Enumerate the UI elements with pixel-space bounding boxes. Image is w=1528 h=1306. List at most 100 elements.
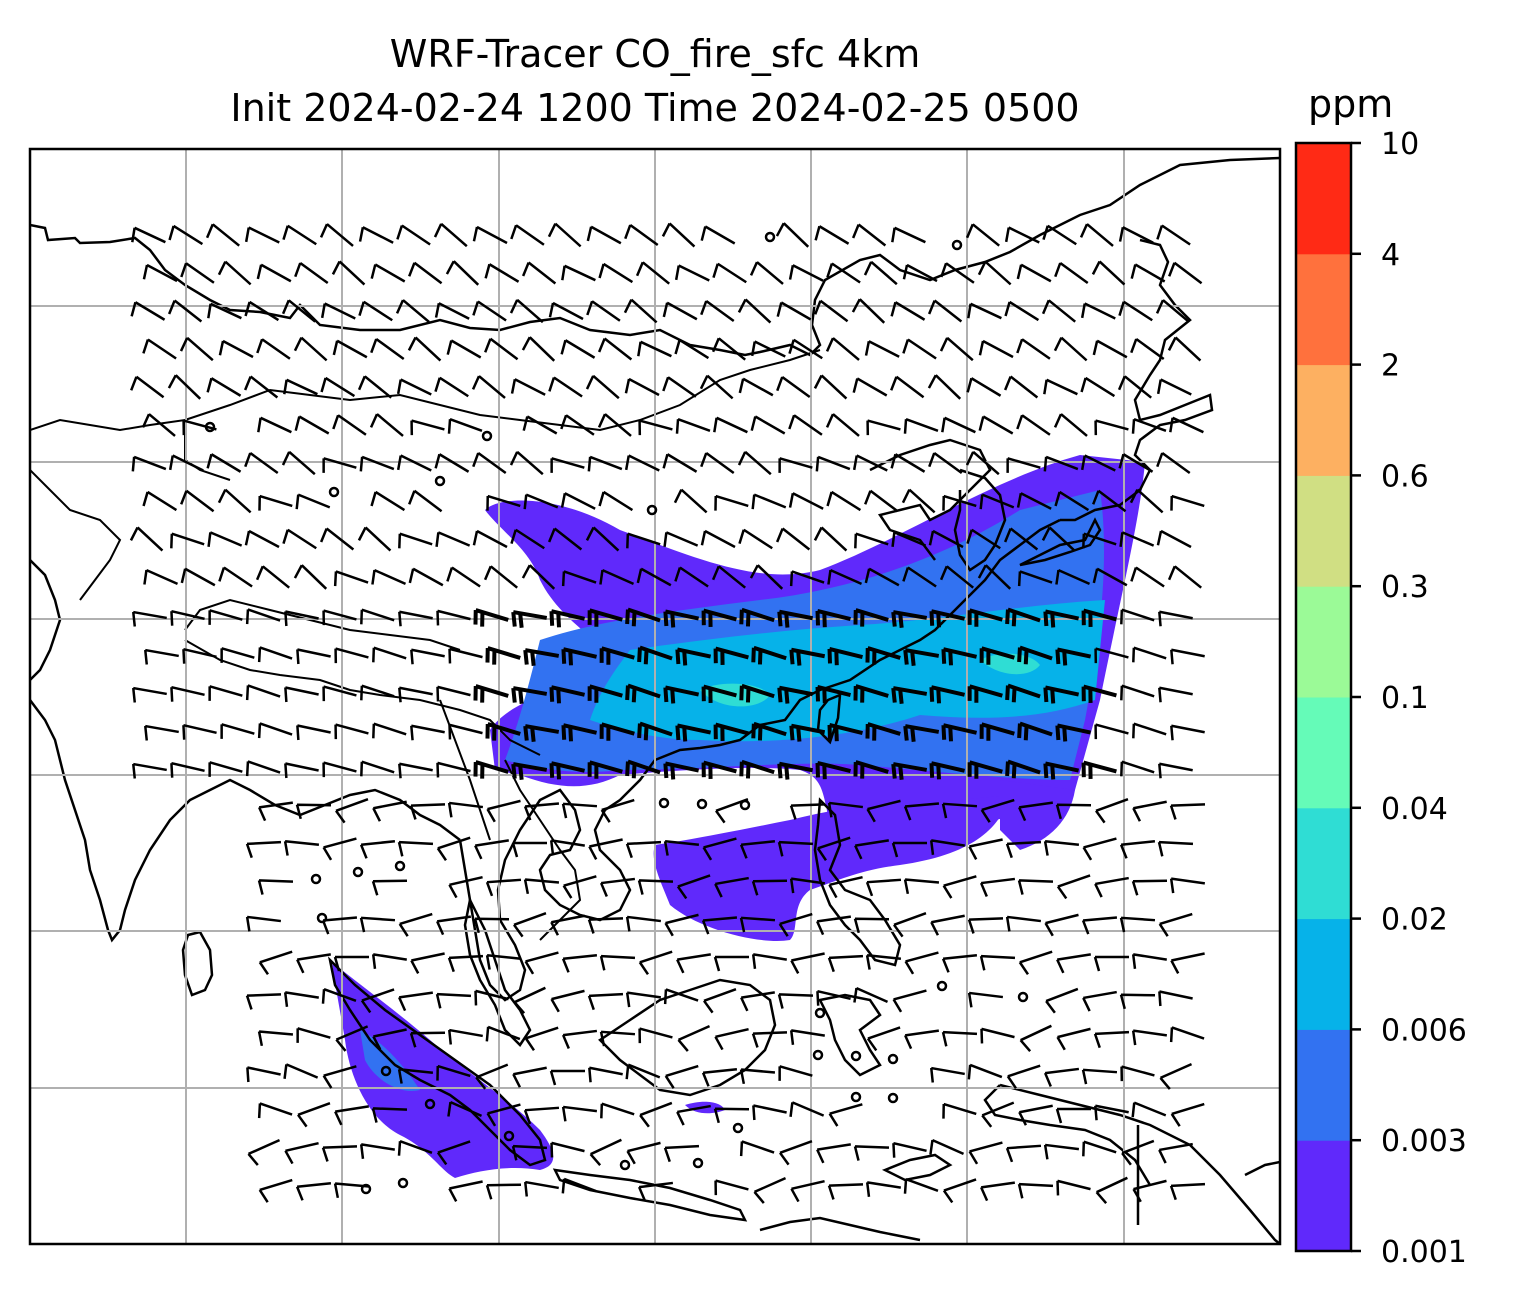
wind-barb xyxy=(1158,1142,1193,1164)
wind-barb xyxy=(510,528,545,550)
wind-barb xyxy=(674,338,710,360)
wind-barb xyxy=(789,647,826,666)
wind-barb xyxy=(207,302,242,320)
wind-barb xyxy=(624,454,660,472)
wind-barb xyxy=(979,877,1016,897)
wind-barb xyxy=(142,490,178,512)
wind-barb xyxy=(1119,839,1156,859)
wind-barb xyxy=(1006,1064,1041,1090)
wind-barb xyxy=(472,529,508,549)
wind-barb xyxy=(320,376,356,398)
wind-barb xyxy=(676,953,711,974)
wind-barb xyxy=(739,1068,776,1085)
wind-barb xyxy=(167,299,203,323)
wind-barb xyxy=(1018,950,1053,976)
wind-barb xyxy=(284,1141,319,1165)
calm-wind-marker xyxy=(394,860,406,872)
wind-barb xyxy=(599,722,635,741)
colorbar xyxy=(1296,143,1351,1252)
wind-barb xyxy=(331,260,366,286)
wind-barb xyxy=(890,453,926,473)
wind-barb xyxy=(180,489,215,513)
wind-barb xyxy=(549,1069,585,1086)
wind-barb xyxy=(332,339,368,359)
wind-barb xyxy=(485,878,522,897)
wind-barb xyxy=(182,419,217,436)
wind-barb xyxy=(182,723,217,740)
wind-barb xyxy=(967,1063,1003,1080)
wind-barb xyxy=(625,840,662,859)
wind-barb xyxy=(1132,722,1167,739)
wind-barb xyxy=(284,762,319,779)
wind-barb xyxy=(587,684,623,703)
wind-barb xyxy=(132,686,167,703)
wind-barb xyxy=(713,955,749,972)
wind-barb xyxy=(664,1064,699,1089)
wind-barb xyxy=(561,953,598,973)
wind-barb xyxy=(1043,1067,1080,1087)
colorbar-segment xyxy=(1296,364,1351,476)
wind-barb xyxy=(981,1101,1015,1128)
wind-barb xyxy=(941,953,978,973)
wind-barb xyxy=(244,451,279,475)
wind-barb xyxy=(930,1066,965,1083)
colorbar-segment xyxy=(1296,475,1351,587)
wind-barb xyxy=(408,261,443,285)
wind-barb xyxy=(713,646,749,666)
wind-barb xyxy=(132,762,167,779)
wind-barb xyxy=(942,875,977,899)
wind-barb xyxy=(218,339,254,359)
map-title-line2: Init 2024-02-24 1200 Time 2024-02-25 050… xyxy=(230,86,1080,130)
border-china-south xyxy=(184,639,541,756)
wind-barb xyxy=(1158,990,1193,1007)
wind-barb xyxy=(1158,912,1193,937)
wind-barb xyxy=(827,801,864,818)
wind-barb xyxy=(435,992,472,1009)
wind-barb xyxy=(663,609,700,628)
wind-barb xyxy=(673,488,708,514)
wind-barb xyxy=(258,950,293,976)
wind-barb xyxy=(1053,336,1088,362)
wind-barb xyxy=(180,567,216,587)
wind-barb xyxy=(700,225,736,245)
wind-barb xyxy=(636,567,672,587)
wind-barb xyxy=(485,1183,522,1200)
wind-barb xyxy=(738,377,774,397)
wind-barb xyxy=(813,526,848,552)
wind-barb xyxy=(1129,488,1164,514)
wind-barb xyxy=(866,1026,901,1052)
wind-barb xyxy=(523,1106,560,1125)
wind-barb xyxy=(1016,414,1051,436)
colorbar-tick-label: 0.001 xyxy=(1381,1235,1467,1270)
wind-barb xyxy=(891,610,928,628)
wind-barb xyxy=(827,954,864,973)
wind-barb xyxy=(816,1143,851,1164)
wind-barb xyxy=(256,338,291,360)
wind-barb xyxy=(332,414,367,436)
calm-wind-marker xyxy=(360,1183,372,1195)
wind-barb xyxy=(980,1181,1016,1202)
wind-barb xyxy=(1119,916,1156,933)
wind-barb xyxy=(1119,531,1155,547)
wind-barb xyxy=(257,646,293,663)
wind-barb xyxy=(524,951,559,975)
wind-barb xyxy=(663,988,699,1005)
wind-barb xyxy=(473,760,509,779)
map-frame xyxy=(28,147,1282,1246)
wind-barb xyxy=(244,226,280,244)
wind-barb xyxy=(1017,1182,1054,1199)
wind-barb xyxy=(398,991,434,1012)
wind-barb xyxy=(828,1103,863,1127)
wind-barb xyxy=(980,1027,1015,1044)
wind-barb xyxy=(1005,607,1041,627)
wind-barb xyxy=(408,567,444,587)
wind-barb xyxy=(1016,492,1052,510)
wind-barb xyxy=(979,954,1016,971)
wind-barb xyxy=(714,494,749,511)
wind-barb xyxy=(208,685,243,701)
wind-barb xyxy=(788,264,824,282)
wind-barb xyxy=(675,647,712,666)
country-borders xyxy=(30,349,821,941)
wind-barb xyxy=(1092,339,1128,359)
wind-barb xyxy=(623,298,658,324)
